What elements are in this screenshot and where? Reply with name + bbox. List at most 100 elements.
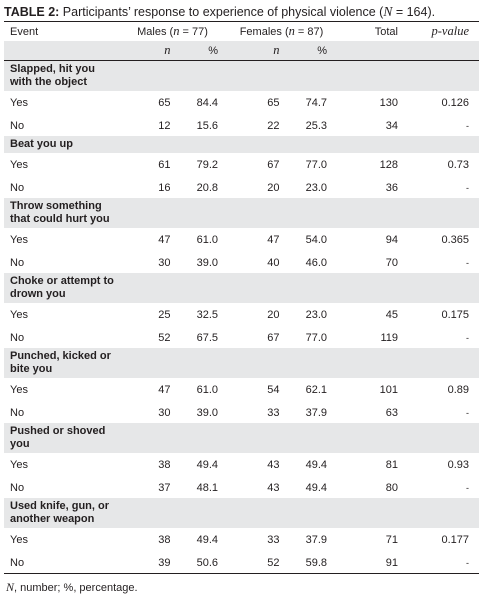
- header-row: Event Males (n = 77) Females (n = 87) To…: [4, 21, 479, 41]
- event-heading-blank: [227, 423, 282, 453]
- subheader-total-blank: [336, 41, 408, 61]
- caption-text-end: = 164).: [392, 5, 436, 19]
- pvalue-cell: -: [408, 327, 479, 348]
- males-n-cell: 52: [118, 327, 173, 348]
- event-heading-blank: [172, 136, 227, 153]
- footnote-n-symbol: N: [6, 580, 15, 594]
- subheader-males-pct: %: [172, 41, 227, 61]
- event-heading-blank: [408, 60, 479, 91]
- males-pct-cell: 15.6: [172, 115, 227, 136]
- row-label: Yes: [4, 528, 118, 552]
- pvalue-cell: 0.175: [408, 303, 479, 327]
- event-heading-blank: [281, 423, 336, 453]
- table-row-yes: Yes 38 49.4 33 37.9 71 0.177: [4, 528, 479, 552]
- event-heading-blank: [336, 60, 408, 91]
- table-row-no: No 16 20.8 20 23.0 36-: [4, 177, 479, 198]
- table-row-no: No 37 48.1 43 49.4 80-: [4, 477, 479, 498]
- event-heading-blank: [172, 423, 227, 453]
- females-pct-cell: 54.0: [281, 228, 336, 252]
- females-pct-cell: 77.0: [281, 153, 336, 177]
- females-n-cell: 40: [227, 252, 282, 273]
- males-pct-cell: 39.0: [172, 252, 227, 273]
- females-pct-cell: 37.9: [281, 402, 336, 423]
- subheader-pvalue-blank: [408, 41, 479, 61]
- males-n-cell: 30: [118, 252, 173, 273]
- females-pct-cell: 23.0: [281, 303, 336, 327]
- caption-label: TABLE 2:: [4, 5, 60, 19]
- pvalue-cell: -: [408, 252, 479, 273]
- males-pct-cell: 67.5: [172, 327, 227, 348]
- row-label: Yes: [4, 228, 118, 252]
- header-pvalue: p-value: [408, 21, 479, 41]
- event-heading-row: Pushed or shoved you: [4, 423, 479, 453]
- table-body: Slapped, hit you with the object Yes 65 84.…: [4, 60, 479, 574]
- row-label: No: [4, 552, 118, 574]
- event-heading-blank: [408, 198, 479, 228]
- females-n-cell: 33: [227, 528, 282, 552]
- event-heading-blank: [227, 273, 282, 303]
- event-heading-blank: [227, 198, 282, 228]
- females-n-cell: 43: [227, 477, 282, 498]
- row-label: Yes: [4, 303, 118, 327]
- row-label: No: [4, 177, 118, 198]
- event-heading-row: Punched, kicked or bite you: [4, 348, 479, 378]
- event-name: Choke or attempt to drown you: [4, 273, 118, 303]
- pvalue-cell: -: [408, 177, 479, 198]
- males-n-cell: 12: [118, 115, 173, 136]
- subheader-blank: [4, 41, 118, 61]
- table-row-yes: Yes 25 32.5 20 23.0 45 0.175: [4, 303, 479, 327]
- table-row-yes: Yes 65 84.4 65 74.7 130 0.126: [4, 91, 479, 115]
- row-label: No: [4, 115, 118, 136]
- females-pct-cell: 74.7: [281, 91, 336, 115]
- males-n-cell: 47: [118, 378, 173, 402]
- caption-n-symbol: N: [383, 4, 393, 19]
- total-cell: 119: [336, 327, 408, 348]
- event-heading-blank: [172, 198, 227, 228]
- event-heading-blank: [408, 423, 479, 453]
- pvalue-cell: -: [408, 115, 479, 136]
- event-name: Throw something that could hurt you: [4, 198, 118, 228]
- table-row-yes: Yes 47 61.0 47 54.0 94 0.365: [4, 228, 479, 252]
- females-pct-cell: 62.1: [281, 378, 336, 402]
- table-row-yes: Yes 61 79.2 67 77.0 128 0.73: [4, 153, 479, 177]
- event-heading-blank: [172, 60, 227, 91]
- event-heading-blank: [227, 498, 282, 528]
- event-heading-blank: [172, 498, 227, 528]
- event-heading-blank: [281, 60, 336, 91]
- males-n-cell: 65: [118, 91, 173, 115]
- females-pct-cell: 77.0: [281, 327, 336, 348]
- subheader-females-n: n: [227, 41, 282, 61]
- females-n-cell: 67: [227, 327, 282, 348]
- females-pct-cell: 49.4: [281, 477, 336, 498]
- header-event: Event: [4, 21, 118, 41]
- pvalue-cell: -: [408, 552, 479, 574]
- males-pct-cell: 84.4: [172, 91, 227, 115]
- total-cell: 94: [336, 228, 408, 252]
- males-pct-cell: 50.6: [172, 552, 227, 574]
- event-heading-blank: [281, 273, 336, 303]
- males-n-cell: 25: [118, 303, 173, 327]
- table-footnote: N, number; %, percentage.: [4, 580, 483, 595]
- pvalue-cell: -: [408, 402, 479, 423]
- footnote-text: , number; %, percentage.: [14, 582, 138, 594]
- total-cell: 63: [336, 402, 408, 423]
- event-heading-blank: [172, 273, 227, 303]
- females-pct-cell: 25.3: [281, 115, 336, 136]
- event-heading-blank: [118, 273, 173, 303]
- total-cell: 70: [336, 252, 408, 273]
- table-row-no: No 52 67.5 67 77.0 119-: [4, 327, 479, 348]
- event-heading-blank: [118, 423, 173, 453]
- females-n-cell: 67: [227, 153, 282, 177]
- table-figure: TABLE 2: Participants’ response to exper…: [4, 0, 483, 595]
- event-heading-blank: [118, 60, 173, 91]
- males-n-cell: 61: [118, 153, 173, 177]
- females-pct-cell: 37.9: [281, 528, 336, 552]
- pvalue-cell: 0.365: [408, 228, 479, 252]
- males-n-cell: 37: [118, 477, 173, 498]
- total-cell: 36: [336, 177, 408, 198]
- males-pct-cell: 39.0: [172, 402, 227, 423]
- event-heading-row: Slapped, hit you with the object: [4, 60, 479, 91]
- event-heading-blank: [336, 273, 408, 303]
- row-label: No: [4, 252, 118, 273]
- event-heading-blank: [336, 498, 408, 528]
